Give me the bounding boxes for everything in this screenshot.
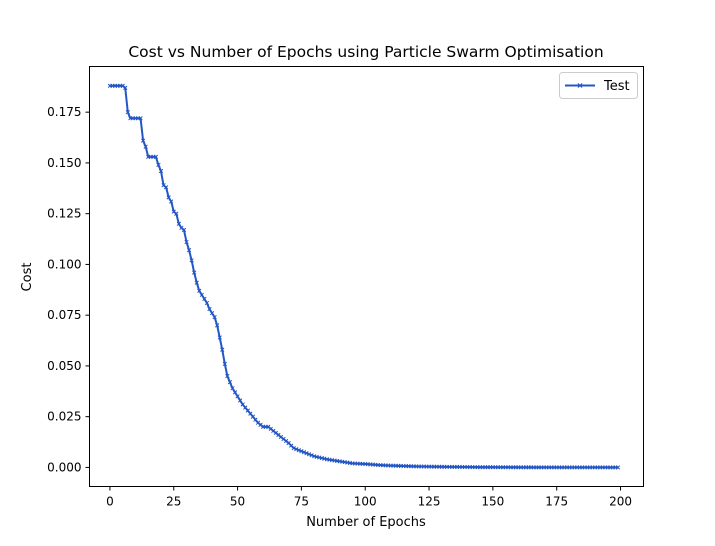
y-axis: 0.000 0.025 0.050 0.075 0.100 0.125 0.150 0.175 — [47, 105, 90, 474]
data-point — [225, 373, 230, 379]
data-point — [615, 465, 621, 470]
y-axis-label: Cost — [20, 263, 35, 292]
data-point — [166, 195, 171, 200]
data-point — [158, 168, 164, 174]
data-point — [176, 221, 182, 226]
data-point — [309, 453, 314, 458]
data-point — [304, 451, 309, 456]
data-point — [237, 398, 243, 403]
axes-frame — [89, 66, 644, 487]
data-point — [194, 280, 199, 285]
data-point — [209, 310, 215, 316]
x-tick-label: 75 — [294, 495, 309, 509]
x-tick-label: 150 — [481, 495, 504, 509]
x-tick-label: 0 — [106, 495, 114, 509]
y-tick-label: 0.100 — [47, 257, 81, 271]
y-tick-label: 0.150 — [47, 156, 81, 170]
legend-series-marker — [577, 83, 583, 88]
data-point — [123, 85, 128, 90]
plot-area — [107, 83, 621, 470]
data-point — [189, 258, 194, 263]
data-point — [156, 162, 161, 168]
data-point — [169, 199, 174, 204]
x-tick-label: 50 — [230, 495, 245, 509]
legend: Test — [559, 72, 638, 99]
data-point — [181, 227, 187, 233]
data-point — [140, 138, 146, 143]
x-axis-label: Number of Epochs — [306, 515, 426, 530]
data-point — [207, 306, 212, 312]
legend-x-marker — [577, 83, 583, 88]
y-tick-label: 0.000 — [47, 460, 81, 474]
data-point — [186, 248, 192, 253]
data-point — [204, 300, 210, 306]
chart-title: Cost vs Number of Epochs using Particle … — [128, 43, 603, 61]
data-point — [222, 361, 227, 367]
y-tick-label: 0.075 — [47, 308, 81, 322]
data-point — [306, 452, 312, 457]
data-point — [143, 144, 148, 149]
y-tick-label: 0.050 — [47, 359, 81, 373]
data-point — [138, 116, 143, 121]
x-tick-label: 25 — [166, 495, 181, 509]
data-point — [199, 292, 204, 298]
x-tick-label: 200 — [609, 495, 632, 509]
data-point — [227, 380, 233, 385]
data-point — [125, 110, 130, 115]
data-point — [294, 446, 299, 452]
data-point — [296, 448, 301, 453]
data-point — [197, 288, 202, 293]
data-point — [291, 445, 296, 451]
data-point — [299, 449, 304, 454]
data-point — [212, 315, 217, 320]
data-point — [232, 390, 238, 395]
x-tick-label: 125 — [418, 495, 441, 509]
y-tick-label: 0.125 — [47, 207, 81, 221]
legend-series-label: Test — [603, 79, 630, 94]
data-point — [153, 154, 159, 159]
y-tick-label: 0.175 — [47, 105, 81, 119]
data-point — [192, 270, 197, 275]
x-tick-label: 175 — [545, 495, 568, 509]
y-tick-label: 0.025 — [47, 410, 81, 424]
data-point — [217, 335, 222, 340]
data-point — [163, 185, 169, 190]
data-point — [202, 296, 207, 302]
x-axis: 0 25 50 75 100 125 150 175 200 — [106, 486, 632, 509]
data-point — [301, 450, 307, 455]
x-tick-label: 100 — [354, 495, 377, 509]
data-point — [214, 323, 220, 328]
data-point — [174, 211, 179, 216]
data-point — [220, 347, 225, 352]
legend-box — [559, 72, 638, 99]
data-point — [235, 394, 240, 399]
data-point — [230, 386, 235, 391]
data-point — [184, 239, 189, 245]
